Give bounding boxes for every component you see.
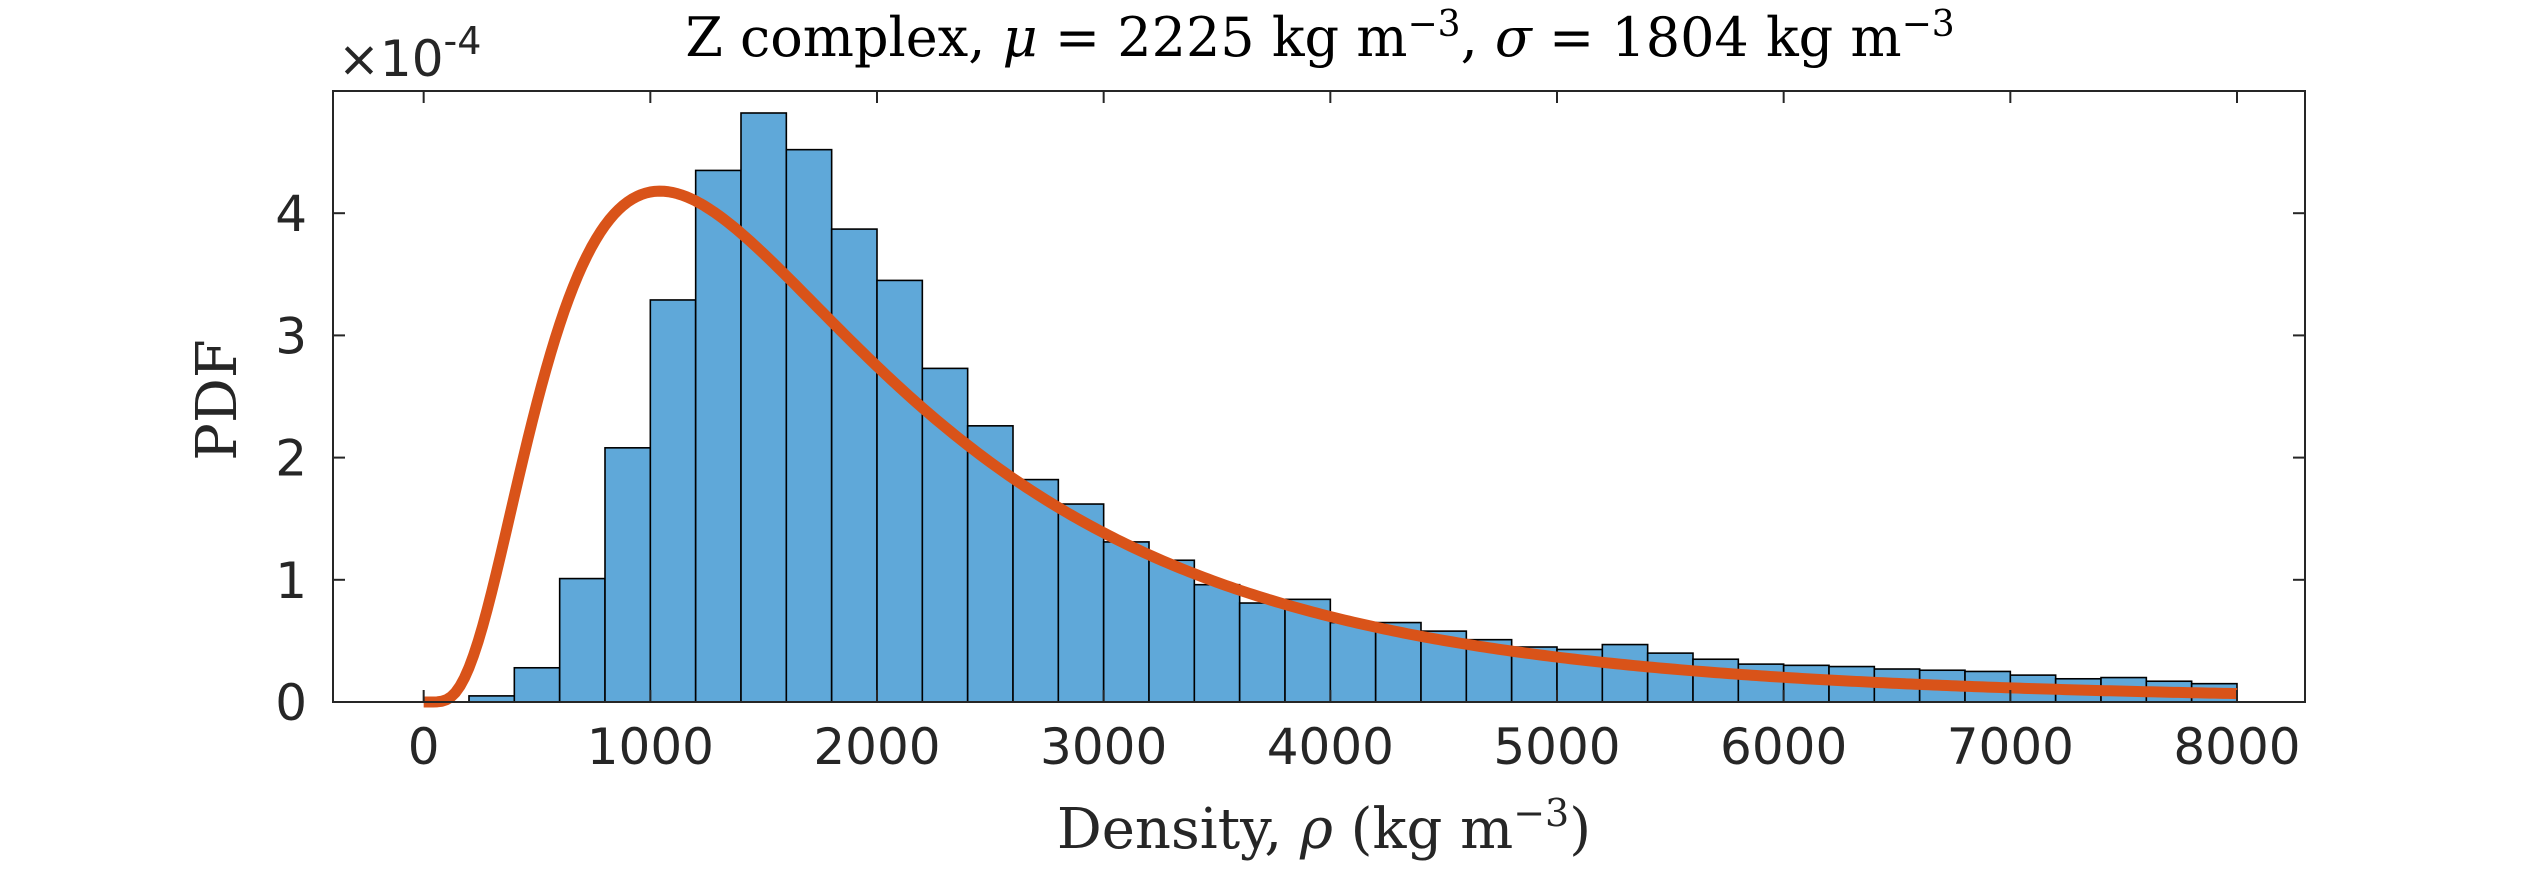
histogram-bar xyxy=(558,577,606,703)
x-axis-title-close: ) xyxy=(1569,797,1591,862)
y-tick-label: 3 xyxy=(275,307,307,365)
histogram-bar xyxy=(1057,503,1105,703)
y-exponent-label: ×10-4 xyxy=(338,19,481,88)
title-mu-symbol: μ xyxy=(1003,6,1038,69)
x-tick-label: 2000 xyxy=(813,718,940,776)
y-tick-label: 4 xyxy=(275,185,307,243)
histogram-bar xyxy=(1646,652,1694,703)
histogram-bar xyxy=(785,148,833,703)
title-mu-text: = 2225 kg m xyxy=(1038,6,1408,69)
title-sigma-symbol: σ xyxy=(1495,6,1534,69)
histogram-bar xyxy=(1102,541,1150,703)
histogram-bar xyxy=(513,666,561,703)
x-tick-label: 7000 xyxy=(1947,718,2074,776)
y-tick-label: 0 xyxy=(275,674,307,732)
y-exponent-base: ×10 xyxy=(338,30,444,88)
histogram-bar xyxy=(649,299,697,703)
title-mu-exp: −3 xyxy=(1407,4,1460,45)
x-axis-title-unit: (kg m xyxy=(1333,797,1513,862)
y-axis-ticks: 0 1 2 3 4 xyxy=(275,185,2305,732)
fitted-pdf-curve xyxy=(422,185,2238,708)
x-tick-label: 0 xyxy=(408,718,440,776)
y-tick-label: 2 xyxy=(275,430,307,488)
x-axis-title: Density, ρ (kg m−3) xyxy=(1057,791,1591,862)
y-tick-label: 1 xyxy=(275,552,307,610)
x-tick-label: 3000 xyxy=(1040,718,1167,776)
histogram-bar xyxy=(1692,658,1740,703)
x-tick-label: 1000 xyxy=(587,718,714,776)
histogram-bar xyxy=(1012,478,1060,703)
axes-box xyxy=(332,90,2306,703)
x-axis-ticks: 0 1000 2000 3000 4000 5000 6000 7000 8000 xyxy=(408,91,2301,776)
x-axis-title-unit-exp: −3 xyxy=(1513,791,1569,835)
x-tick-label: 5000 xyxy=(1493,718,1620,776)
histogram-bar xyxy=(830,228,878,703)
histogram-bar xyxy=(740,112,788,703)
title-prefix: Z complex, xyxy=(685,6,1002,69)
x-axis-title-symbol: ρ xyxy=(1299,797,1333,862)
x-tick-label: 6000 xyxy=(1720,718,1847,776)
histogram-bar xyxy=(1601,643,1649,703)
y-axis-title: PDF xyxy=(185,339,250,460)
y-exponent-power: -4 xyxy=(444,19,482,63)
histogram-bar xyxy=(1329,621,1377,703)
chart-title: Z complex, μ = 2225 kg m−3, σ = 1804 kg … xyxy=(685,4,1954,69)
histogram-bar xyxy=(876,279,924,703)
histogram-bar xyxy=(1148,559,1196,703)
histogram-bar xyxy=(604,447,652,703)
title-sep: , xyxy=(1461,6,1495,69)
histogram-bar xyxy=(1193,583,1241,703)
x-tick-label: 4000 xyxy=(1267,718,1394,776)
x-axis-title-text: Density, xyxy=(1057,797,1300,862)
title-sigma-exp: −3 xyxy=(1902,4,1955,45)
histogram-bar xyxy=(1238,602,1286,703)
histogram-bar xyxy=(694,169,742,703)
x-tick-label: 8000 xyxy=(2173,718,2300,776)
title-sigma-text: = 1804 kg m xyxy=(1532,6,1902,69)
